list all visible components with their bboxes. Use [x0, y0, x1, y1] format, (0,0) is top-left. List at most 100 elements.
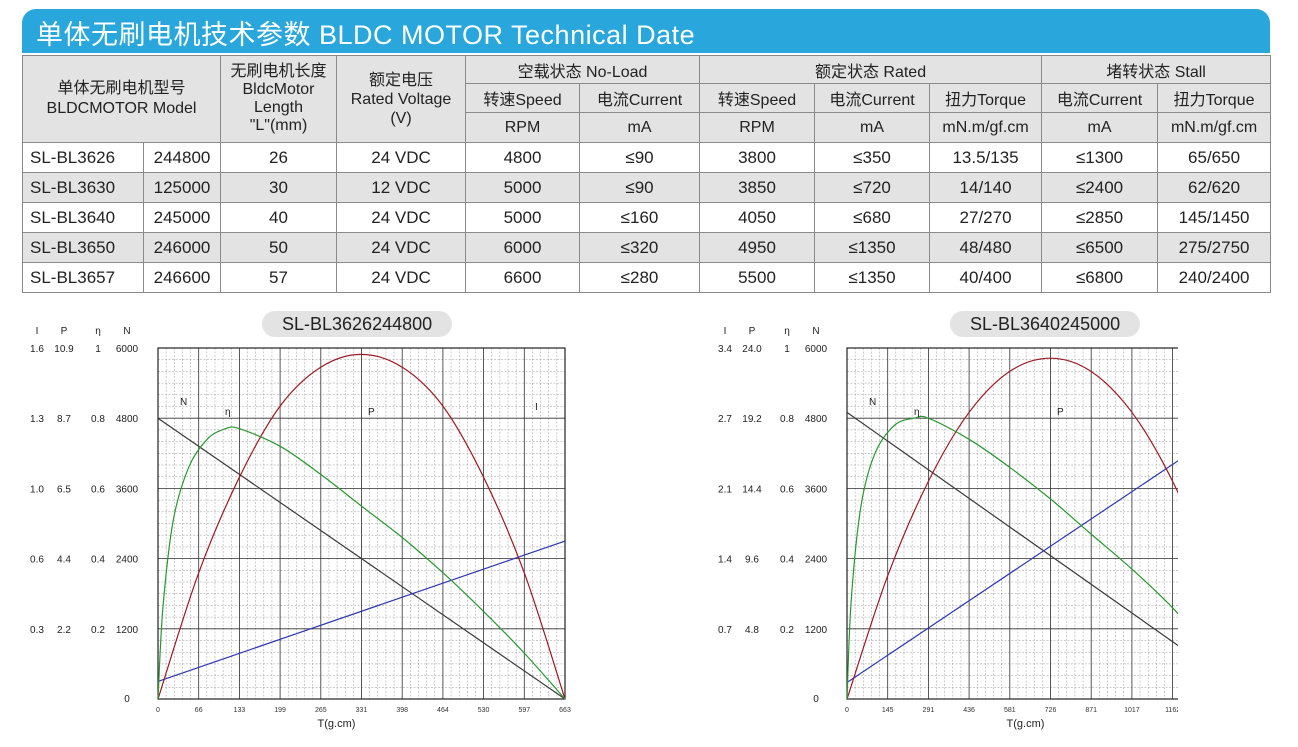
cell-voltage: 12 VDC: [336, 172, 466, 203]
cell-r-torque: 48/480: [929, 232, 1043, 263]
y-tick-label: 1.4: [718, 555, 732, 566]
y-tick-label: 19.2: [742, 414, 762, 425]
x-tick-label: 265: [315, 707, 327, 714]
table-row: SL-BL3626 244800 26 24 VDC 4800 ≤90 3800…: [22, 142, 1272, 173]
cell-r-torque: 40/400: [929, 262, 1043, 293]
y-axis-header: P: [749, 326, 756, 337]
y-tick-label: 0.2: [780, 625, 794, 636]
y-tick-label: 4.4: [57, 555, 71, 566]
series-line-N: [157, 417, 566, 700]
cell-s-current: ≤2400: [1041, 172, 1159, 203]
y-tick-label: 24.0: [742, 344, 762, 355]
series-line-I: [846, 460, 1178, 683]
y-tick-label: 4800: [805, 414, 828, 425]
y-tick-label: 0.8: [91, 414, 105, 425]
table-row: SL-BL3650 246000 50 24 VDC 6000 ≤320 495…: [22, 232, 1272, 263]
header-voltage-unit: (V): [390, 109, 412, 127]
cell-s-current: ≤1300: [1041, 142, 1159, 173]
series-label: N: [180, 397, 187, 408]
cell-r-current: ≤680: [814, 202, 931, 233]
cell-code: 245000: [143, 202, 221, 233]
table-row: SL-BL3630 125000 30 12 VDC 5000 ≤90 3850…: [22, 172, 1272, 203]
series-line-P: [846, 357, 1178, 700]
cell-s-current: ≤6500: [1041, 232, 1159, 263]
header-r-current: 电流Current: [814, 83, 931, 113]
cell-nl-current: ≤280: [578, 262, 701, 293]
y-tick-label: 6000: [805, 344, 828, 355]
cell-r-speed: 5500: [699, 262, 816, 293]
x-tick-label: 726: [1045, 707, 1057, 714]
series-line-P: [157, 353, 566, 700]
x-tick-label: 331: [356, 707, 368, 714]
y-tick-label: 10.9: [54, 344, 74, 355]
cell-r-torque: 27/270: [929, 202, 1043, 233]
cell-code: 246600: [143, 262, 221, 293]
y-tick-label: 1: [784, 344, 790, 355]
cell-nl-speed: 5000: [465, 202, 580, 233]
cell-nl-speed: 5000: [465, 172, 580, 203]
y-tick-label: 2.2: [57, 625, 71, 636]
header-s-torque: 扭力Torque: [1157, 83, 1272, 113]
y-tick-label: 1.3: [30, 414, 44, 425]
x-tick-label: 530: [478, 707, 490, 714]
unit-r-current: mA: [814, 112, 931, 143]
series-label: η: [225, 407, 231, 418]
cell-nl-current: ≤320: [578, 232, 701, 263]
cell-code: 246000: [143, 232, 221, 263]
cell-r-current: ≤720: [814, 172, 931, 203]
x-tick-label: 133: [234, 707, 246, 714]
cell-voltage: 24 VDC: [336, 202, 466, 233]
cell-length: 50: [220, 232, 337, 263]
cell-nl-speed: 6600: [465, 262, 580, 293]
x-tick-label: 464: [437, 707, 449, 714]
x-tick-label: 1162: [1165, 707, 1178, 714]
y-tick-label: 1.6: [30, 344, 44, 355]
cell-s-torque: 62/620: [1157, 172, 1272, 203]
banner-title: 单体无刷电机技术参数 BLDC MOTOR Technical Date: [36, 20, 696, 50]
cell-model: SL-BL3640: [22, 202, 144, 233]
cell-s-torque: 275/2750: [1157, 232, 1272, 263]
unit-r-torque: mN.m/gf.cm: [929, 112, 1043, 143]
header-group-noload: 空载状态 No-Load: [464, 55, 701, 84]
table-row: SL-BL3640 245000 40 24 VDC 5000 ≤160 405…: [22, 202, 1272, 233]
cell-r-speed: 4050: [699, 202, 816, 233]
header-group-stall: 堵转状态 Stall: [1041, 55, 1272, 84]
header-length-unit: "L"(mm): [249, 117, 308, 134]
header-model-en: BLDCMOTOR Model: [46, 100, 197, 117]
chart-title-right: SL-BL3640245000: [950, 311, 1141, 337]
cell-s-torque: 65/650: [1157, 142, 1272, 173]
cell-nl-speed: 6000: [465, 232, 580, 263]
cell-nl-current: ≤90: [578, 172, 701, 203]
y-tick-label: 0.6: [91, 484, 105, 495]
cell-r-current: ≤1350: [814, 262, 931, 293]
unit-nl-current: mA: [578, 112, 701, 143]
x-tick-label: 436: [963, 707, 975, 714]
x-axis-label: T(g.cm): [1007, 718, 1045, 730]
x-tick-label: 597: [518, 707, 530, 714]
cell-nl-speed: 4800: [465, 142, 580, 173]
x-tick-label: 145: [882, 707, 894, 714]
header-voltage-cn: 额定电压: [368, 71, 433, 89]
series-label: I: [535, 402, 538, 413]
y-tick-label: 2400: [116, 555, 139, 566]
cell-model: SL-BL3650: [22, 232, 144, 263]
y-tick-label: 2.7: [718, 414, 732, 425]
cell-s-current: ≤2850: [1041, 202, 1159, 233]
cell-r-torque: 14/140: [929, 172, 1043, 203]
x-tick-label: 581: [1004, 707, 1016, 714]
series-label: η: [914, 407, 920, 418]
x-tick-label: 871: [1085, 707, 1097, 714]
y-tick-label: 14.4: [742, 484, 762, 495]
y-axis-header: P: [61, 326, 68, 337]
spec-table: 单体无刷电机型号 BLDCMOTOR Model 无刷电机长度 BldcMoto…: [22, 55, 1272, 293]
cell-code: 244800: [143, 142, 221, 173]
cell-r-current: ≤350: [814, 142, 931, 173]
header-nl-speed: 转速Speed: [465, 83, 580, 113]
y-tick-label: 0: [813, 694, 819, 705]
cell-nl-current: ≤160: [578, 202, 701, 233]
x-tick-label: 291: [923, 707, 935, 714]
header-voltage: 额定电压 Rated Voltage (V): [336, 55, 466, 143]
y-axis-header: η: [95, 326, 101, 337]
plot-frame: [157, 347, 566, 700]
x-tick-label: 0: [156, 707, 160, 714]
